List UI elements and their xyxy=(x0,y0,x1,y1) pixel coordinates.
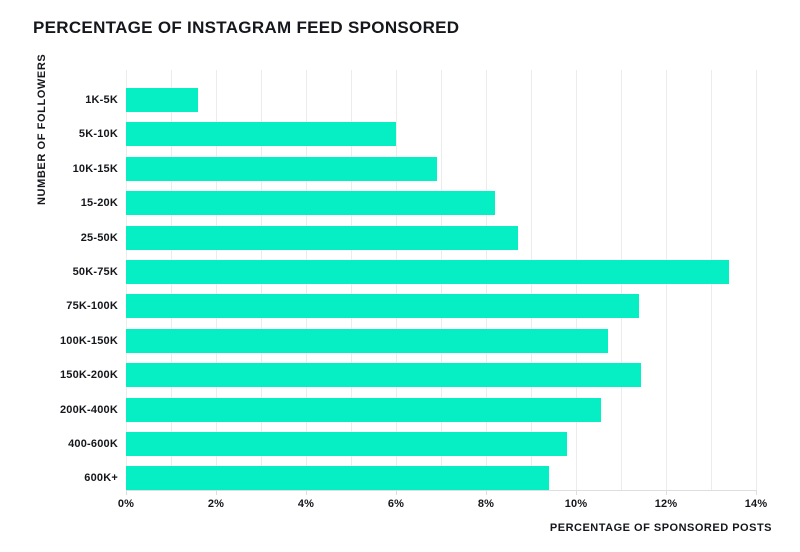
y-axis-title: NUMBER OF FOLLOWERS xyxy=(36,53,48,205)
x-tick-label: 4% xyxy=(297,498,315,510)
category-label: 5K-10K xyxy=(78,128,118,140)
x-tick-label: 2% xyxy=(207,498,225,510)
x-tick-label: 14% xyxy=(744,498,768,510)
chart-title: PERCENTAGE OF INSTAGRAM FEED SPONSORED xyxy=(33,18,460,37)
x-tick-label: 12% xyxy=(654,498,678,510)
category-label: 1K-5K xyxy=(85,94,118,106)
x-tick xyxy=(756,490,757,495)
category-label: 200K-400K xyxy=(59,404,118,416)
x-tick-label: 10% xyxy=(564,498,588,510)
category-label: 100K-150K xyxy=(59,335,118,347)
x-tick-label: 6% xyxy=(387,498,405,510)
category-label: 150K-200K xyxy=(59,369,118,381)
category-label: 15-20K xyxy=(80,197,118,209)
category-label: 600K+ xyxy=(84,472,118,484)
bar xyxy=(126,157,437,181)
bar xyxy=(126,432,567,456)
x-tick xyxy=(666,490,667,495)
x-tick xyxy=(126,490,127,495)
bar xyxy=(126,88,198,112)
bar xyxy=(126,329,608,353)
bar xyxy=(126,191,495,215)
bar xyxy=(126,226,518,250)
x-tick xyxy=(486,490,487,495)
bar xyxy=(126,294,639,318)
category-label: 50K-75K xyxy=(72,266,118,278)
gridline xyxy=(756,70,757,490)
category-label: 25-50K xyxy=(80,232,118,244)
bar xyxy=(126,260,729,284)
x-axis-title: PERCENTAGE OF SPONSORED POSTS xyxy=(549,522,772,534)
category-label: 10K-15K xyxy=(72,163,118,175)
category-label: 400-600K xyxy=(68,438,118,450)
bar xyxy=(126,398,601,422)
x-tick xyxy=(396,490,397,495)
bar xyxy=(126,466,549,490)
x-tick xyxy=(216,490,217,495)
bar xyxy=(126,122,396,146)
x-tick xyxy=(576,490,577,495)
x-tick xyxy=(306,490,307,495)
plot-area: 1K-5K 5K-10K 10K-15K 15-20K 25-50K 50K-75K 75K… xyxy=(60,70,767,510)
category-label: 75K-100K xyxy=(66,300,118,312)
x-tick-label: 8% xyxy=(477,498,495,510)
x-tick-label: 0% xyxy=(117,498,135,510)
bar xyxy=(126,363,642,387)
